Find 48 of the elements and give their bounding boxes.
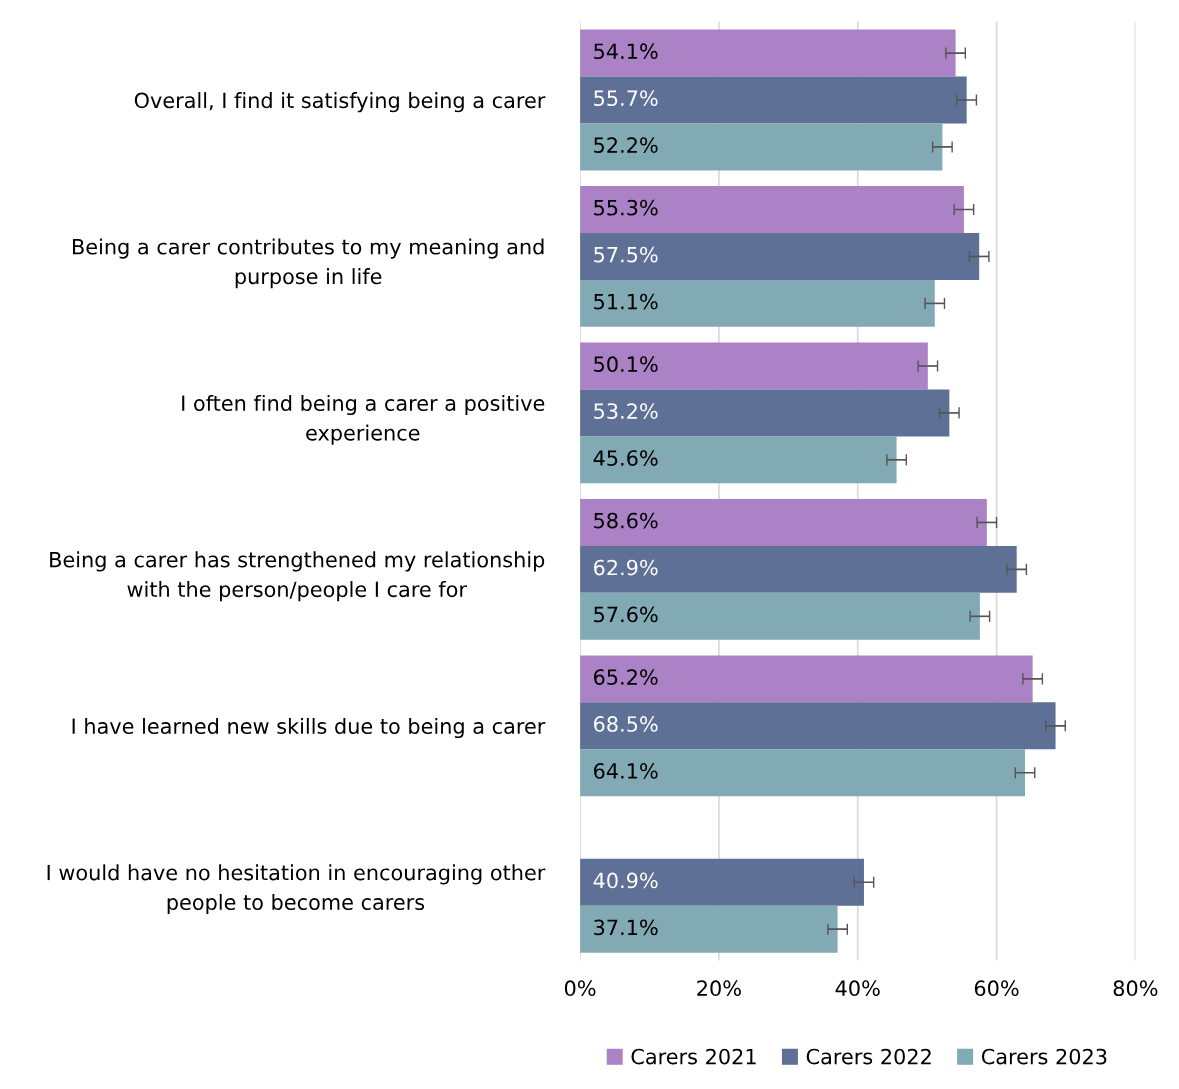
y-tick-label: Overall, I find it satisfying being a carer xyxy=(134,92,546,113)
data-label: 40.9% xyxy=(593,872,658,889)
x-tick-label: 40% xyxy=(835,980,880,997)
bar xyxy=(580,186,964,233)
y-tick-label: I have learned new skills due to being a carer xyxy=(72,717,546,739)
legend-label: Carers 2023 xyxy=(981,1048,1107,1065)
bar xyxy=(580,702,1056,750)
x-tick-label: 20% xyxy=(697,980,741,997)
data-label: 64.1% xyxy=(594,763,658,779)
x-tick-label: 0% xyxy=(564,980,596,997)
data-label: 57.6% xyxy=(594,606,658,623)
x-tick-label: 60% xyxy=(974,980,1019,997)
data-label: 37.1% xyxy=(594,919,658,936)
x-tick-label: 80% xyxy=(1113,980,1158,997)
bar xyxy=(580,545,1017,593)
data-label: 55.7% xyxy=(594,90,658,107)
legend-label: Carers 2022 xyxy=(806,1048,931,1065)
bar xyxy=(580,342,928,390)
data-label: 53.2% xyxy=(594,403,658,419)
bar xyxy=(580,858,864,906)
bar xyxy=(580,279,935,327)
bar xyxy=(580,76,967,124)
data-label: 51.1% xyxy=(594,293,658,310)
y-tick-label: Being a carer contributes to my meaning and purpose in life xyxy=(73,238,544,289)
bar xyxy=(580,123,943,171)
data-label: 45.6% xyxy=(593,450,658,466)
data-label: 50.1% xyxy=(594,356,658,373)
bar xyxy=(580,655,1033,703)
y-tick-label: I would have no hesitation in encouraging other people to become carers xyxy=(47,864,546,915)
data-label: 55.3% xyxy=(594,199,658,216)
bar xyxy=(580,749,1026,797)
data-label: 65.2% xyxy=(594,669,658,685)
bar xyxy=(580,29,956,77)
bar xyxy=(580,905,838,953)
y-tick-label: I often find being a carer a positive experience xyxy=(182,394,545,445)
bar xyxy=(580,389,950,437)
data-label: 54.1% xyxy=(594,43,658,60)
bar xyxy=(580,436,897,484)
data-label: 57.5% xyxy=(594,246,658,263)
data-label: 52.2% xyxy=(594,137,658,153)
y-tick-label: Being a carer has strengthened my relationship with the person/people I care for xyxy=(50,551,545,602)
data-label: 58.6% xyxy=(594,512,658,529)
bar xyxy=(580,498,987,546)
data-label: 68.5% xyxy=(594,716,658,732)
legend-label: Carers 2021 xyxy=(631,1048,756,1065)
bar xyxy=(580,232,980,280)
data-label: 62.9% xyxy=(594,559,658,576)
bar xyxy=(580,592,980,640)
